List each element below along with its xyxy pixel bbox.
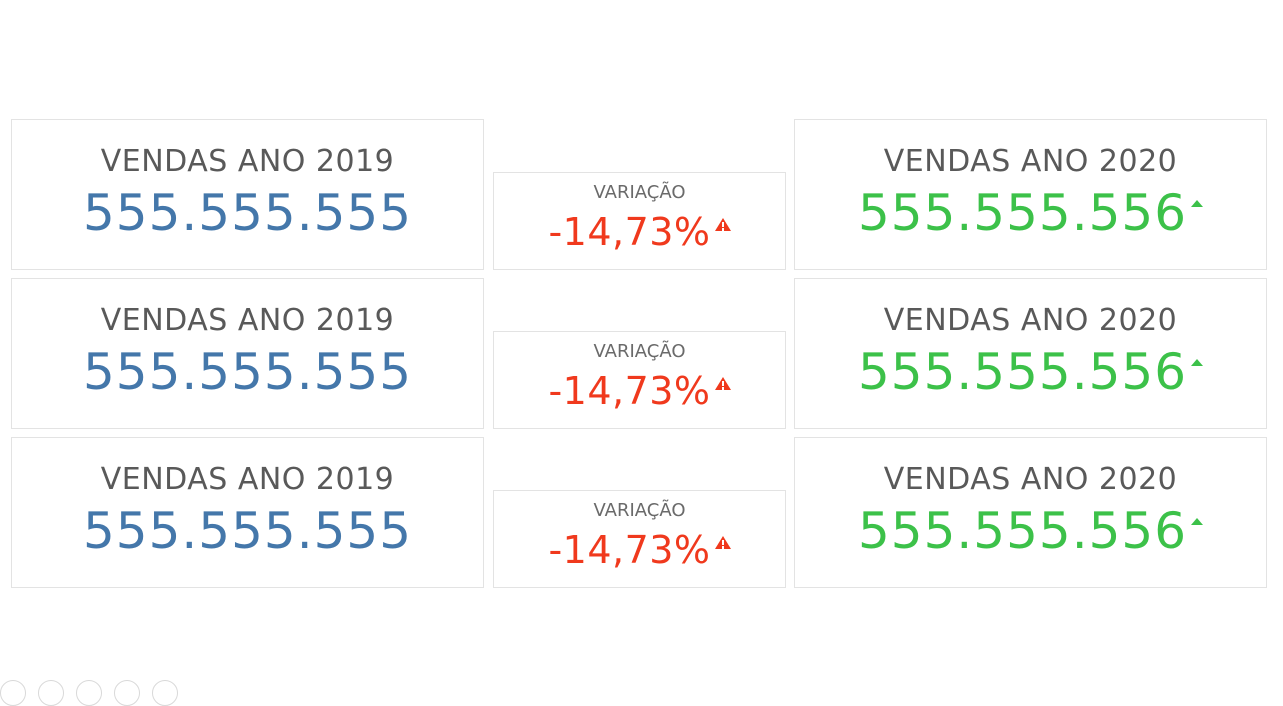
kpi-value: -14,73% [494, 527, 785, 573]
kpi-title: VARIAÇÃO [593, 341, 686, 362]
kpi-title: VENDAS ANO 2019 [100, 144, 395, 179]
circle-icon[interactable] [0, 680, 26, 706]
kpi-variacao[interactable]: VARIAÇÃO -14,73% [493, 331, 786, 429]
kpi-vendas-2019[interactable]: VENDAS ANO 2019 555.555.555 [11, 119, 484, 270]
kpi-value: 555.555.556 [795, 502, 1266, 560]
circle-icon[interactable] [38, 680, 64, 706]
warning-icon [714, 536, 731, 549]
kpi-sheet: VENDAS ANO 2019 555.555.555 VARIAÇÃO -14… [0, 119, 1267, 706]
kpi-value: 555.555.555 [82, 343, 413, 401]
kpi-variacao[interactable]: VARIAÇÃO -14,73% [493, 172, 786, 270]
kpi-value: 555.555.555 [82, 502, 413, 560]
circle-icon[interactable] [152, 680, 178, 706]
kpi-value: 555.555.556 [795, 343, 1266, 401]
kpi-title: VARIAÇÃO [593, 500, 686, 521]
warning-icon [714, 377, 731, 390]
warning-icon [714, 218, 731, 231]
kpi-title: VENDAS ANO 2020 [883, 303, 1178, 338]
kpi-title: VENDAS ANO 2019 [100, 303, 395, 338]
up-arrow-icon [1191, 359, 1204, 366]
kpi-vendas-2019[interactable]: VENDAS ANO 2019 555.555.555 [11, 278, 484, 429]
kpi-vendas-2020[interactable]: VENDAS ANO 2020 555.555.556 [794, 278, 1267, 429]
kpi-value: -14,73% [494, 368, 785, 414]
kpi-title: VARIAÇÃO [593, 182, 686, 203]
circle-icon[interactable] [76, 680, 102, 706]
kpi-title: VENDAS ANO 2020 [883, 144, 1178, 179]
kpi-title: VENDAS ANO 2019 [100, 462, 395, 497]
kpi-value: 555.555.555 [82, 184, 413, 242]
circle-icon[interactable] [114, 680, 140, 706]
kpi-title: VENDAS ANO 2020 [883, 462, 1178, 497]
kpi-vendas-2020[interactable]: VENDAS ANO 2020 555.555.556 [794, 119, 1267, 270]
up-arrow-icon [1191, 200, 1204, 207]
kpi-value: -14,73% [494, 209, 785, 255]
kpi-vendas-2019[interactable]: VENDAS ANO 2019 555.555.555 [11, 437, 484, 588]
kpi-vendas-2020[interactable]: VENDAS ANO 2020 555.555.556 [794, 437, 1267, 588]
kpi-value: 555.555.556 [795, 184, 1266, 242]
up-arrow-icon [1191, 518, 1204, 525]
kpi-variacao[interactable]: VARIAÇÃO -14,73% [493, 490, 786, 588]
